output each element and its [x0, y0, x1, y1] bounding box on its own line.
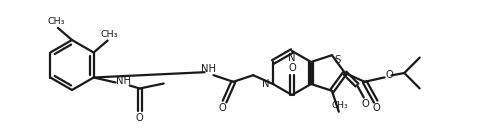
Text: NH: NH	[201, 64, 216, 74]
Text: O: O	[288, 63, 296, 73]
Text: S: S	[335, 55, 341, 65]
Text: CH₃: CH₃	[47, 18, 65, 26]
Text: O: O	[218, 103, 226, 113]
Text: O: O	[373, 103, 381, 113]
Text: O: O	[386, 70, 393, 80]
Text: N: N	[288, 53, 296, 63]
Text: CH₃: CH₃	[332, 101, 348, 110]
Text: O: O	[136, 112, 143, 123]
Text: CH₃: CH₃	[101, 30, 118, 39]
Text: N: N	[262, 79, 270, 89]
Text: O: O	[362, 99, 370, 108]
Text: NH: NH	[116, 75, 131, 86]
